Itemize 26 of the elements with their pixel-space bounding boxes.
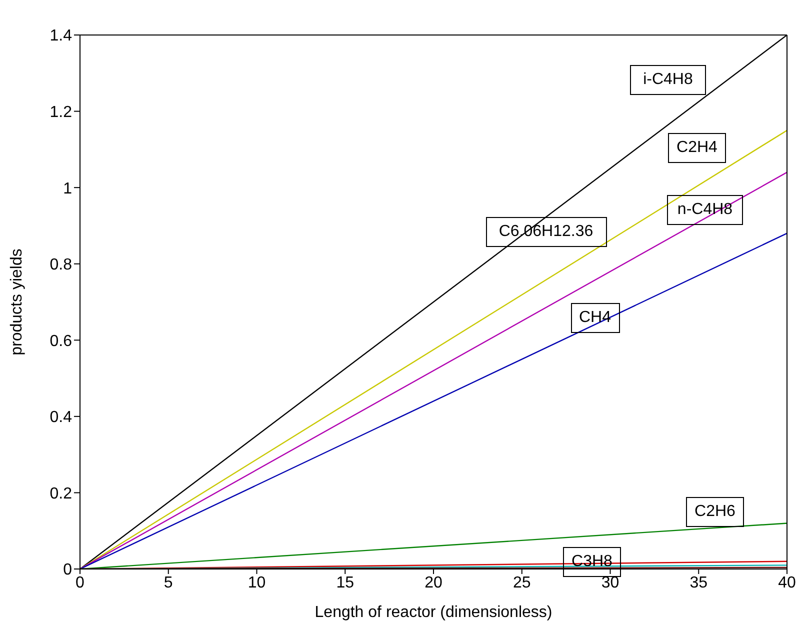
y-tick-label: 1.4 [50, 28, 72, 45]
x-tick-label: 25 [512, 574, 531, 592]
annotation: C2H6 [694, 503, 736, 521]
y-tick-label: 0 [63, 562, 72, 579]
y-axis-title: products yields [8, 248, 26, 356]
y-tick-label: 0.4 [50, 409, 72, 426]
y-tick-label: 1.2 [50, 104, 72, 121]
annotation: i-C4H8 [643, 71, 693, 89]
x-tick-label: 40 [778, 574, 796, 592]
label-box: C2H4 [668, 133, 726, 163]
label-box: C2H6 [686, 497, 744, 527]
y-tick-label: 0.6 [50, 332, 72, 350]
x-tick-label: 5 [164, 574, 173, 592]
label-box: i-C4H8 [630, 65, 706, 95]
annotation: C2H4 [676, 139, 718, 157]
y-tick-label: 1 [63, 180, 72, 198]
y-tick-label: 0.2 [50, 485, 72, 502]
x-tick-label: 35 [690, 574, 708, 592]
x-tick-label: 0 [76, 574, 85, 592]
x-axis-title: Length of reactor (dimensionless) [314, 604, 552, 621]
y-tick-label: 0.8 [50, 256, 72, 274]
annotation: CH4 [578, 309, 611, 327]
x-tick-label: 15 [336, 574, 354, 592]
label-box: CH4 [570, 303, 620, 333]
x-tick-label: 10 [248, 574, 266, 592]
x-tick-label: 20 [424, 574, 442, 592]
